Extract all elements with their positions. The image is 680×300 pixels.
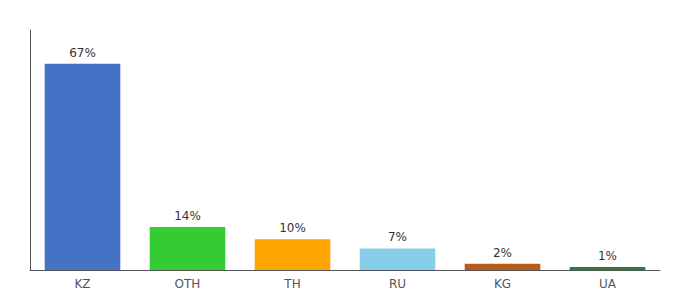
svg-text:14%: 14%	[174, 209, 201, 223]
svg-text:RU: RU	[389, 277, 406, 291]
svg-text:2%: 2%	[493, 246, 512, 260]
svg-text:7%: 7%	[388, 230, 407, 244]
svg-text:KZ: KZ	[74, 277, 90, 291]
svg-text:KG: KG	[494, 277, 511, 291]
svg-text:OTH: OTH	[175, 277, 201, 291]
svg-text:UA: UA	[599, 277, 617, 291]
svg-text:10%: 10%	[279, 221, 306, 235]
svg-text:TH: TH	[283, 277, 300, 291]
svg-text:1%: 1%	[598, 249, 617, 263]
svg-text:67%: 67%	[69, 46, 96, 60]
